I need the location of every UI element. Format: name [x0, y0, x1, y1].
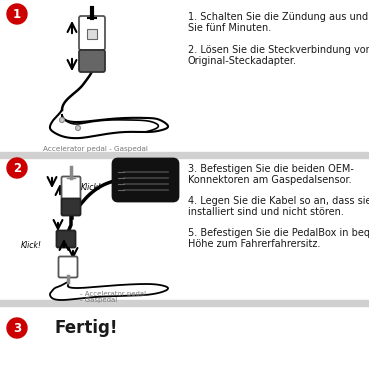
FancyBboxPatch shape	[79, 50, 105, 72]
FancyBboxPatch shape	[59, 256, 77, 277]
FancyBboxPatch shape	[56, 231, 76, 248]
Circle shape	[76, 125, 80, 131]
Text: Klick!: Klick!	[81, 183, 102, 193]
Text: 3: 3	[13, 322, 21, 335]
Text: - Accelerator pedal: - Accelerator pedal	[80, 291, 146, 297]
Text: 4. Legen Sie die Kabel so an, dass sie fest: 4. Legen Sie die Kabel so an, dass sie f…	[188, 196, 369, 206]
FancyBboxPatch shape	[113, 159, 178, 201]
Text: Fertig!: Fertig!	[55, 319, 118, 337]
FancyBboxPatch shape	[79, 16, 105, 50]
Text: Original-Steckadapter.: Original-Steckadapter.	[188, 56, 297, 66]
Text: Höhe zum Fahrerfahrersitz.: Höhe zum Fahrerfahrersitz.	[188, 239, 320, 249]
Text: 5. Befestigen Sie die PedalBox in bequemer: 5. Befestigen Sie die PedalBox in bequem…	[188, 228, 369, 238]
Text: Sie fünf Minuten.: Sie fünf Minuten.	[188, 23, 271, 33]
Text: installiert sind und nicht stören.: installiert sind und nicht stören.	[188, 207, 344, 217]
Text: - Gaspedal: - Gaspedal	[80, 297, 117, 303]
Text: Accelerator pedal - Gaspedal: Accelerator pedal - Gaspedal	[42, 146, 148, 152]
FancyBboxPatch shape	[62, 199, 80, 215]
Circle shape	[7, 158, 27, 178]
Circle shape	[7, 4, 27, 24]
Text: Konnektoren am Gaspedalsensor.: Konnektoren am Gaspedalsensor.	[188, 175, 352, 185]
Circle shape	[7, 318, 27, 338]
Text: 2: 2	[13, 162, 21, 175]
Circle shape	[59, 117, 65, 123]
Text: 3. Befestigen Sie die beiden OEM-: 3. Befestigen Sie die beiden OEM-	[188, 164, 354, 174]
Text: Klick!: Klick!	[21, 241, 42, 251]
FancyBboxPatch shape	[87, 29, 97, 39]
FancyBboxPatch shape	[62, 176, 80, 200]
Text: 2. Lösen Sie die Steckverbindung vom: 2. Lösen Sie die Steckverbindung vom	[188, 45, 369, 55]
Text: 1. Schalten Sie die Zündung aus und warten: 1. Schalten Sie die Zündung aus und wart…	[188, 12, 369, 22]
Text: 1: 1	[13, 8, 21, 21]
